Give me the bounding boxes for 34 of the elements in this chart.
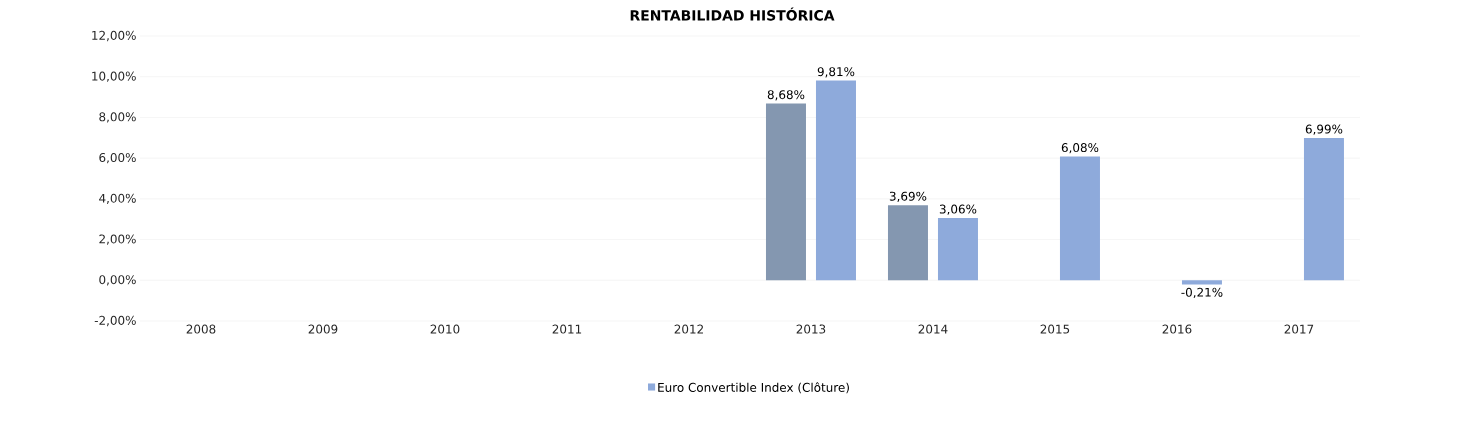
data-label: -0,21% [1181,287,1223,299]
y-tick-label: -2,00% [94,315,136,327]
x-tick-label: 2013 [796,324,826,334]
legend-label: Euro Convertible Index (Clôture) [658,382,849,394]
data-label: 9,81% [817,67,855,78]
x-tick-label: 2016 [1162,324,1192,334]
y-tick-label: 8,00% [99,112,136,123]
chart-title: RENTABILIDAD HISTÓRICA [630,7,835,21]
bar [887,205,928,281]
data-label: 6,99% [1305,124,1343,135]
x-tick-label: 2017 [1284,324,1314,334]
y-tick-label: 0,00% [99,275,136,286]
y-tick-label: 12,00% [92,30,136,42]
y-tick-label: 6,00% [99,153,136,164]
x-tick-label: 2011 [552,324,582,334]
data-label: 6,08% [1061,143,1099,154]
y-tick-label: 2,00% [99,234,136,245]
x-tick-label: 2015 [1040,324,1070,334]
data-label: 8,68% [767,90,805,101]
data-label: 3,69% [889,191,927,202]
bar [937,217,978,281]
data-label: 3,06% [939,204,977,215]
x-tick-label: 2010 [430,324,460,334]
y-tick-label: 4,00% [99,193,136,204]
x-tick-label: 2012 [674,324,703,334]
bar [765,103,806,281]
x-tick-label: 2014 [918,324,948,334]
bar [815,80,856,281]
x-tick-label: 2008 [186,324,216,334]
x-tick-label: 2009 [308,324,338,334]
bar [1303,137,1344,281]
bar [1181,280,1222,285]
y-tick-label: 10,00% [92,71,136,82]
bar [1059,156,1100,281]
